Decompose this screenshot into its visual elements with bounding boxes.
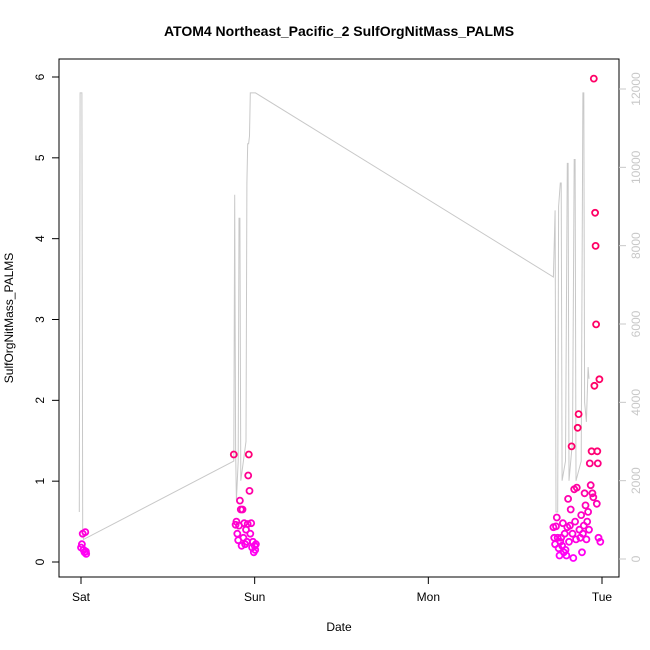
data-point [556,537,565,546]
data-point [579,529,587,538]
data-point [578,548,586,557]
data-point [244,450,253,459]
data-point [229,450,238,459]
altitude-line-layer [78,92,590,541]
data-point [240,519,249,528]
data-point [572,535,580,544]
y-tick-label: 6 [33,73,47,80]
data-point [246,529,255,538]
data-point [81,528,90,536]
data-point [592,320,600,329]
x-tick-label: Mon [417,590,440,604]
data-point [82,550,91,558]
data-point [591,241,600,250]
y-tick-label: 5 [33,154,47,161]
data-point [567,442,576,451]
data-point [593,447,602,456]
data-point [245,486,254,495]
data-point [584,507,592,516]
data-point [585,459,594,468]
y2-tick-label: 10000 [629,150,643,184]
data-point [596,537,605,546]
y2-tick-label: 2000 [629,467,643,494]
data-point [590,381,599,390]
data-point [566,505,575,514]
data-point [565,537,573,546]
y-tick-label: 3 [33,316,47,323]
y2-tick-label: 12000 [629,72,643,106]
data-point [251,540,260,549]
data-point [552,513,561,522]
data-point [566,521,574,530]
data-point [572,483,581,492]
data-point [593,459,602,468]
data-point [583,517,592,526]
data-point [594,533,603,542]
data-point [247,519,256,528]
y-tick-label: 2 [33,397,47,404]
data-point [580,489,589,498]
data-point [233,529,242,538]
data-point [571,517,579,526]
data-point [581,501,590,510]
data-point [552,522,560,531]
data-point [235,496,244,505]
x-tick-label: Tue [592,590,613,604]
y2-tick-label: 0 [629,555,643,562]
data-point [585,525,593,534]
chart-title: ATOM4 Northeast_Pacific_2 SulfOrgNitMass… [164,23,514,39]
points-layer [77,74,605,562]
data-point [569,554,578,562]
data-point [586,481,595,490]
y-axis-label: SulfOrgNitMass_PALMS [2,253,16,383]
data-point [582,535,591,544]
data-point [577,511,586,519]
y2-tick-label: 8000 [629,232,643,259]
x-tick-label: Sat [72,590,91,604]
data-point [238,505,247,514]
x-axis-label: Date [326,620,352,634]
altitude-line [78,92,590,541]
data-point [588,489,597,498]
y2-tick-label: 6000 [629,310,643,337]
data-point [592,499,601,508]
data-point [244,471,253,480]
data-point [559,519,567,528]
x-tick-label: Sun [244,590,265,604]
data-point [574,410,583,419]
y-tick-label: 4 [33,235,47,242]
data-point [573,423,582,432]
data-point [591,208,599,217]
data-point [589,74,598,83]
data-point [562,551,571,560]
y-tick-label: 1 [33,478,47,485]
data-point [589,493,598,502]
plot-box [58,58,620,578]
data-point [560,529,569,538]
data-point [568,529,577,538]
axes: 0 1 2 3 4 5 6 0 2000 4000 6000 8000 10000 12000 Sat Sun… [33,58,643,604]
y-tick-label: 0 [33,558,47,565]
data-point [595,375,604,384]
data-point [564,494,572,503]
data-point [243,520,252,528]
y2-tick-label: 4000 [629,389,643,416]
